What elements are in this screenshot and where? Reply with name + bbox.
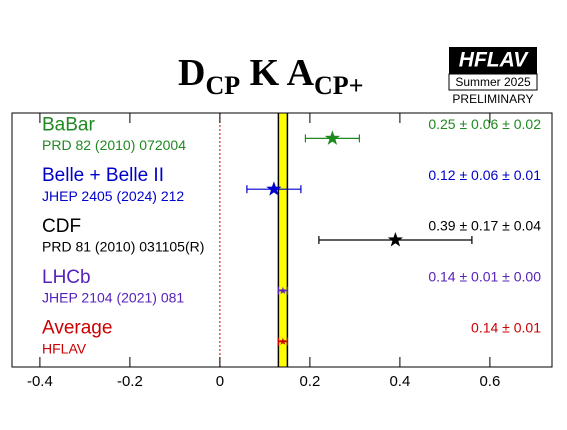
- value-label: 0.14 ± 0.01: [471, 319, 541, 335]
- entry-reference: JHEP 2104 (2021) 081: [42, 290, 184, 306]
- entry-reference: PRD 81 (2010) 031105(R): [42, 239, 204, 255]
- entry-name: Belle + Belle II: [42, 165, 164, 186]
- value-label: 0.12 ± 0.06 ± 0.01: [428, 167, 541, 183]
- logo-box: [449, 47, 537, 74]
- x-tick-label: 0: [216, 373, 224, 390]
- plot-frame: [11, 112, 553, 368]
- logo-name: HFLAV: [459, 49, 529, 72]
- entry-name: LHCb: [42, 267, 91, 288]
- entry-reference: PRD 82 (2010) 072004: [42, 137, 186, 153]
- entry-name: BaBar: [42, 114, 95, 135]
- x-tick-label: 0.2: [299, 373, 320, 390]
- entry-reference: JHEP 2405 (2024) 212: [42, 188, 184, 204]
- marker: [387, 232, 403, 247]
- chart-title: DCP K ACP+: [178, 52, 364, 100]
- logo-season: Summer 2025: [455, 75, 531, 89]
- x-tick-label: -0.2: [117, 373, 143, 390]
- value-label: 0.14 ± 0.01 ± 0.00: [428, 269, 541, 285]
- entry-name: Average: [42, 318, 112, 339]
- marker: [279, 337, 287, 345]
- x-tick-label: 0.6: [479, 373, 500, 390]
- marker: [324, 130, 340, 145]
- title-part: CP+: [314, 71, 363, 100]
- title-part: K A: [240, 52, 314, 94]
- logo-status: PRELIMINARY: [452, 92, 533, 106]
- value-label: 0.25 ± 0.06 ± 0.02: [428, 116, 541, 132]
- entry-name: CDF: [42, 216, 81, 237]
- x-tick-label: -0.4: [27, 373, 53, 390]
- title-part: CP: [205, 71, 240, 100]
- average-band: [278, 113, 288, 367]
- value-label: 0.39 ± 0.17 ± 0.04: [428, 218, 541, 234]
- marker: [266, 181, 282, 196]
- entry-reference: HFLAV: [42, 340, 87, 356]
- x-tick-label: 0.4: [389, 373, 410, 390]
- title-part: D: [178, 52, 205, 94]
- logo-frame: [448, 73, 538, 91]
- marker: [279, 286, 287, 294]
